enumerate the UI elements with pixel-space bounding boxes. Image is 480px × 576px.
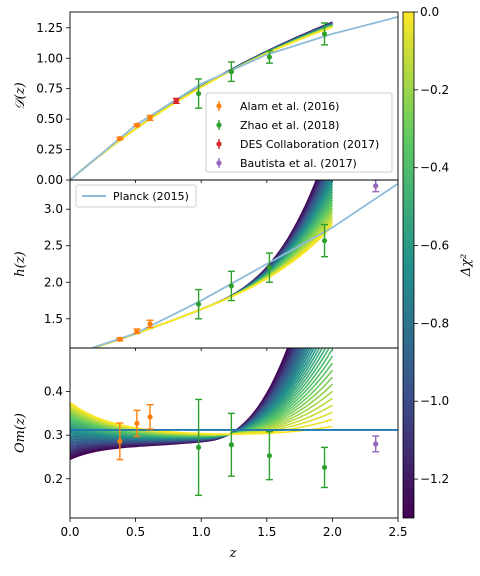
data-point <box>195 444 202 450</box>
y-tick-label: 2.0 <box>44 275 63 289</box>
data-point <box>321 238 328 244</box>
colorbar-gradient <box>402 11 415 519</box>
y-tick-label: 1.5 <box>44 312 63 326</box>
y-tick-label: 0.75 <box>36 82 63 96</box>
data-point <box>266 54 273 60</box>
plot-area-top <box>70 15 398 180</box>
y-tick-label: 2.5 <box>44 239 63 253</box>
plot-area-middle <box>89 180 398 348</box>
data-point <box>147 414 153 420</box>
data-point <box>117 336 123 342</box>
axes-frame <box>69 347 399 519</box>
colorbar-tick-label: 0.0 <box>420 5 439 19</box>
data-point <box>228 69 234 75</box>
data-point <box>147 321 153 327</box>
data-point <box>195 301 202 307</box>
legend-label: Alam et al. (2016) <box>240 100 339 113</box>
model-curve <box>90 199 334 348</box>
legend-marker <box>216 160 222 166</box>
x-tick-label: 2.0 <box>323 525 342 539</box>
data-point <box>321 31 328 37</box>
x-axis-label: z <box>229 546 237 561</box>
model-curve <box>90 191 334 348</box>
colorbar-tick-label: −0.4 <box>420 161 449 175</box>
y-tick-label: 1.25 <box>36 21 63 35</box>
legend-marker <box>216 103 222 109</box>
planck-reference-line <box>89 182 398 348</box>
x-tick-label: 1.0 <box>192 525 211 539</box>
legend-planck-label: Planck (2015) <box>113 190 189 203</box>
model-curve <box>70 26 333 180</box>
legend-middle: Planck (2015) <box>75 184 197 208</box>
panel-middle: 1.5 2.0 2.5 3.0 h(z) <box>13 179 399 351</box>
x-tick-label: 1.5 <box>257 525 276 539</box>
panel-bottom: 0.2 0.3 0.4 0.0 0.5 1.0 1.5 2.0 2.5 Om(z) <box>13 347 408 539</box>
plot-area-bottom <box>70 348 398 497</box>
y-tick-label: 0.4 <box>44 385 63 399</box>
model-curve <box>90 181 334 348</box>
data-point <box>266 453 273 459</box>
y-tick-label: 3.0 <box>44 202 63 216</box>
data-point <box>373 441 379 447</box>
legend-label: Zhao et al. (2018) <box>240 119 339 132</box>
y-axis-label: h(z) <box>13 251 28 276</box>
model-curve <box>70 401 333 435</box>
y-tick-label: 0.25 <box>36 143 63 157</box>
data-point <box>134 122 140 128</box>
model-curve <box>90 183 334 348</box>
colorbar-tick-label: −1.0 <box>420 394 449 408</box>
legend-top: Alam et al. (2016) Zhao et al. (2018) DES … <box>205 92 393 173</box>
data-point <box>117 136 123 142</box>
data-point <box>228 283 234 289</box>
model-curve <box>90 202 334 348</box>
x-tick-label: 0.5 <box>126 525 145 539</box>
model-curve <box>90 204 334 348</box>
panels: 0.00 0.25 0.50 0.75 1.00 1.25 𝒟(z) 1.5 2.0 2.5 3.0… <box>13 11 408 539</box>
colorbar-tick-label: −1.2 <box>420 472 449 486</box>
panel-top: 0.00 0.25 0.50 0.75 1.00 1.25 𝒟(z) <box>13 11 399 187</box>
x-tick-label: 2.5 <box>388 525 407 539</box>
y-tick-label: 0.2 <box>44 472 63 486</box>
y-axis-label: Om(z) <box>13 413 28 453</box>
planck-reference-line <box>70 15 398 180</box>
colorbar-tick-label: −0.8 <box>420 316 449 330</box>
colorbar-ticks: 0.0 −0.2 −0.4 −0.6 −0.8 −1.0 −1.2 <box>414 5 449 486</box>
legend-marker <box>216 141 222 147</box>
data-point <box>195 90 202 97</box>
model-curve <box>90 196 334 348</box>
legend-marker <box>216 122 222 128</box>
data-point <box>266 265 273 271</box>
data-point <box>134 420 140 427</box>
data-point <box>117 438 123 444</box>
data-point <box>228 442 234 448</box>
legend-label: Bautista et al. (2017) <box>240 157 357 170</box>
colorbar-label: Δχ² <box>459 254 474 277</box>
y-tick-label: 0.3 <box>44 428 63 442</box>
colorbar-tick-label: −0.2 <box>420 83 449 97</box>
data-point <box>173 98 179 104</box>
colorbar-tick-label: −0.6 <box>420 239 449 253</box>
data-point <box>134 328 140 334</box>
legend-label: DES Collaboration (2017) <box>240 138 379 151</box>
model-curve <box>90 194 334 348</box>
y-tick-label: 0.50 <box>36 112 63 126</box>
y-tick-label: 0.00 <box>36 173 63 187</box>
colorbar: 0.0 −0.2 −0.4 −0.6 −0.8 −1.0 −1.2 Δχ² <box>402 5 474 519</box>
model-curve <box>90 189 334 348</box>
y-axis-label: 𝒟(z) <box>13 82 28 109</box>
data-point <box>147 115 153 121</box>
data-point <box>321 464 328 471</box>
model-curve <box>90 186 334 348</box>
y-tick-label: 1.00 <box>36 51 63 65</box>
data-point <box>373 183 379 189</box>
x-tick-label: 0.0 <box>60 525 79 539</box>
